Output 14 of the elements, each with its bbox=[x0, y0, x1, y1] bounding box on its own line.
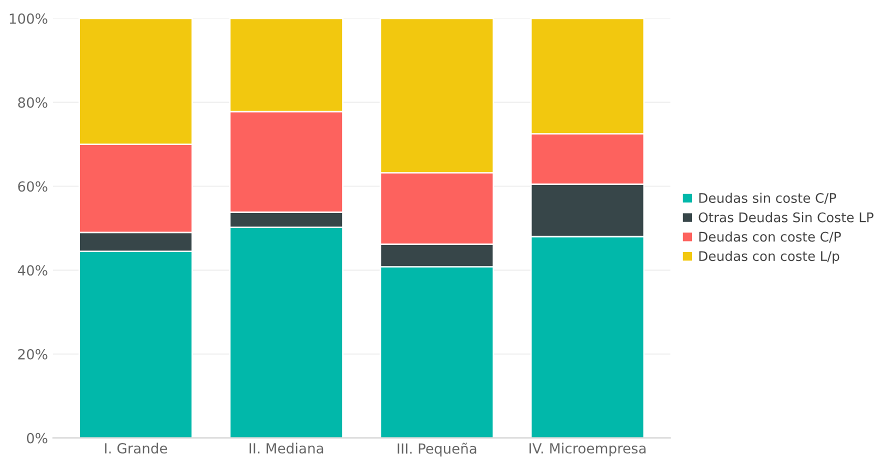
y-tick-label: 80% bbox=[18, 97, 48, 108]
y-tick-label: 20% bbox=[18, 349, 48, 360]
legend-label: Deudas con coste L/p bbox=[699, 250, 840, 264]
x-tick-label: III. Pequeña bbox=[398, 442, 476, 456]
x-tick-label: I. Grande bbox=[105, 442, 168, 454]
y-tick-label: 0% bbox=[26, 432, 48, 444]
legend-label: Deudas con coste C/P bbox=[699, 231, 841, 243]
x-tick-label: IV. Microempresa bbox=[530, 442, 646, 456]
legend-label: Otras Deudas Sin Coste LP bbox=[698, 212, 874, 222]
y-tick-label: 40% bbox=[18, 265, 48, 276]
y-tick-label: 100% bbox=[10, 13, 48, 24]
x-tick-label: II. Mediana bbox=[250, 442, 324, 454]
y-tick-label: 60% bbox=[18, 181, 48, 192]
legend-label: Deudas sin coste C/P bbox=[699, 192, 836, 204]
